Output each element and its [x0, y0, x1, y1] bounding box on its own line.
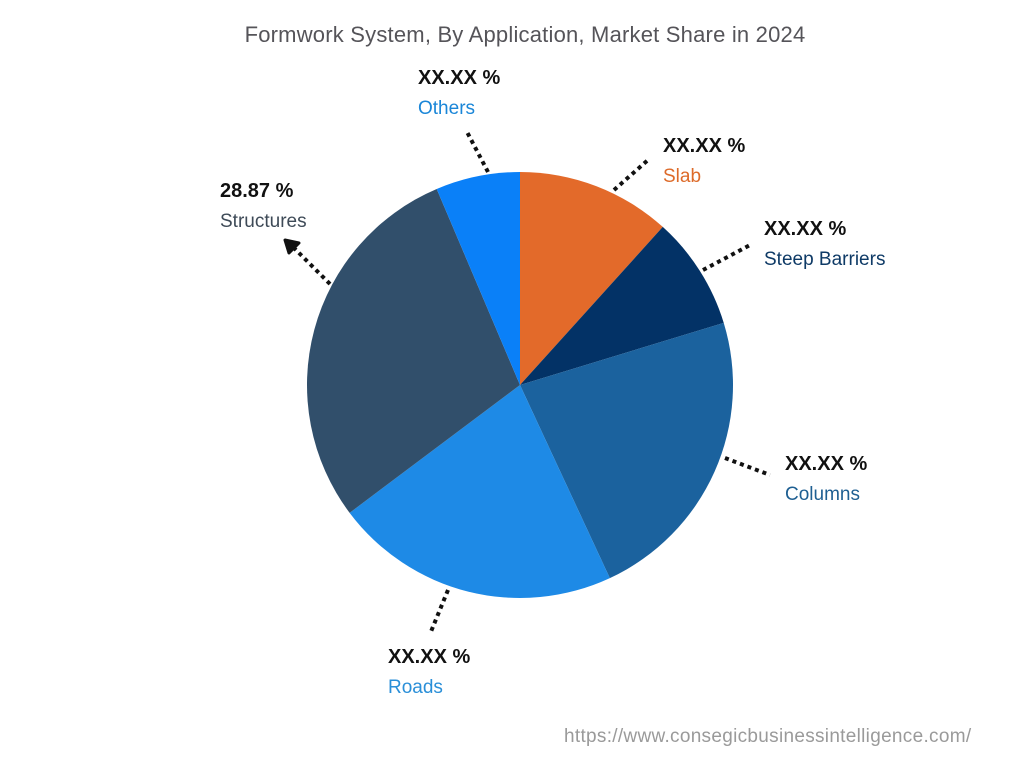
label-slab: XX.XX % Slab	[663, 136, 745, 186]
pie-slice-columns	[520, 322, 734, 579]
label-columns-name: Columns	[785, 484, 860, 505]
label-structures-name: Structures	[220, 211, 307, 232]
leader-columns	[724, 456, 771, 477]
arrowhead-icon	[283, 238, 301, 255]
pie-slices	[306, 172, 734, 598]
source-url: https://www.consegicbusinessintelligence…	[564, 726, 972, 747]
label-others-name: Others	[418, 98, 476, 119]
leader-roads	[428, 589, 450, 635]
label-roads-name: Roads	[388, 677, 443, 698]
label-steep-barriers-name: Steep Barriers	[764, 249, 886, 270]
pie-slice-roads	[349, 385, 610, 598]
label-others: XX.XX % Others	[418, 68, 500, 118]
label-roads: XX.XX % Roads	[388, 647, 470, 697]
pie-slice-steep-barriers	[520, 226, 724, 385]
label-roads-value: XX.XX %	[388, 646, 471, 668]
chart-title: Formwork System, By Application, Market …	[244, 22, 806, 47]
label-slab-value: XX.XX %	[663, 135, 746, 157]
label-structures-value: 28.87 %	[220, 180, 294, 202]
label-steep-barriers: XX.XX % Steep Barriers	[764, 219, 885, 269]
pie-slice-slab	[520, 172, 663, 385]
label-others-value: XX.XX %	[418, 67, 501, 89]
leader-others	[464, 129, 490, 173]
label-structures: 28.87 % Structures	[220, 181, 307, 231]
pie-slice-structures	[306, 188, 520, 513]
pie-slice-others	[436, 172, 520, 385]
label-steep-barriers-value: XX.XX %	[764, 218, 847, 240]
leader-steep-barriers	[702, 243, 751, 272]
leader-structures	[292, 246, 332, 286]
label-slab-name: Slab	[663, 166, 702, 187]
leader-lines	[292, 129, 771, 635]
label-columns: XX.XX % Columns	[785, 454, 867, 504]
leader-slab	[612, 158, 650, 192]
label-columns-value: XX.XX %	[785, 453, 868, 475]
